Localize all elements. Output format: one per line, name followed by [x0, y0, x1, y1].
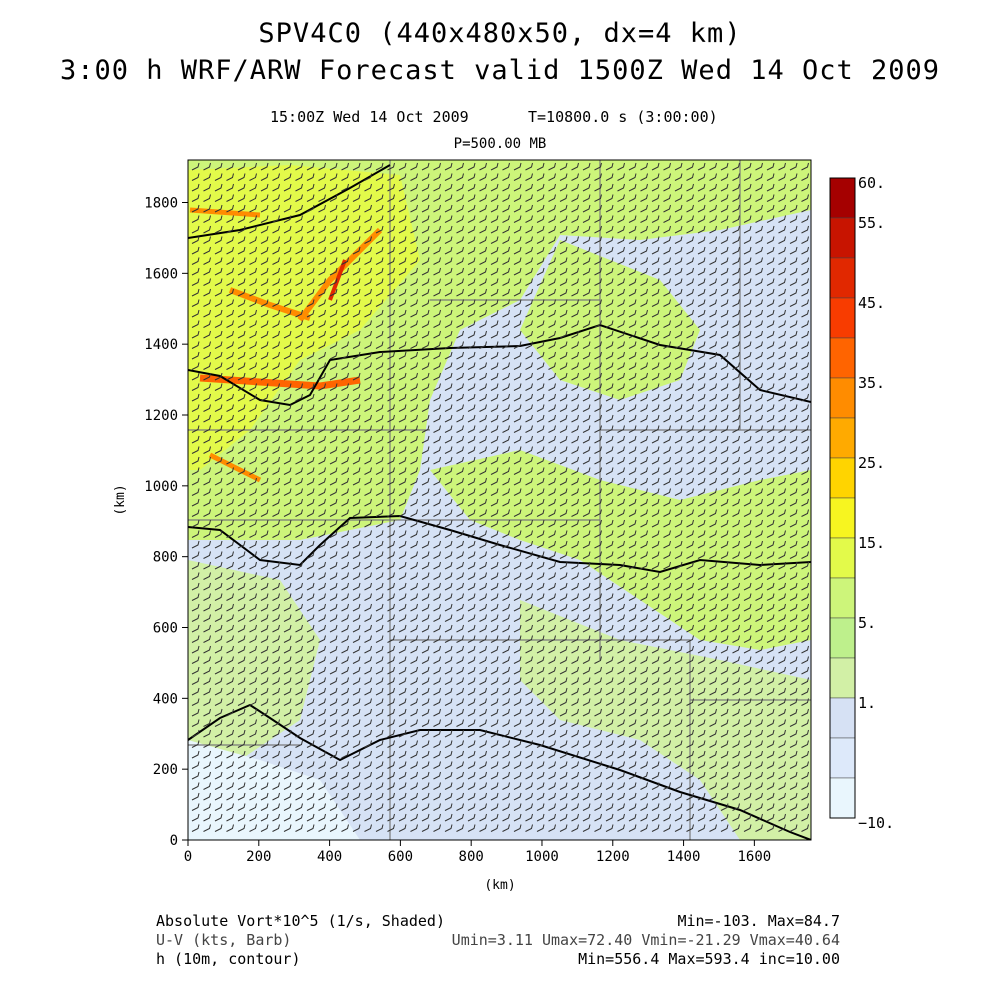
colorbar-swatch	[829, 177, 856, 219]
valid-time: 15:00Z Wed 14 Oct 2009	[270, 108, 469, 126]
height-contour-4	[188, 164, 391, 239]
colorbar-label: −10.	[858, 814, 894, 832]
y-tick-label: 600	[153, 621, 178, 637]
x-tick-label: 1600	[738, 849, 772, 865]
y-tick-label: 200	[153, 762, 178, 778]
colorbar-swatch	[829, 737, 856, 779]
pressure-level: P=500.00 MB	[453, 136, 547, 152]
height-contour-1	[188, 323, 811, 407]
contour-field-stats: Min=556.4 Max=593.4 inc=10.00	[578, 950, 840, 968]
shaded-field-label: Absolute Vort*10^5 (1/s, Shaded)	[156, 912, 445, 930]
colorbar-label: 35.	[858, 374, 885, 392]
colorbar-swatch	[829, 777, 856, 819]
title-line-2: 3:00 h WRF/ARW Forecast valid 1500Z Wed …	[59, 55, 941, 86]
height-contour-2	[188, 514, 811, 574]
x-tick-label: 0	[184, 849, 192, 865]
y-tick-label: 400	[153, 691, 178, 707]
colorbar-label: 25.	[858, 454, 885, 472]
vorticity-region-east	[520, 240, 700, 400]
colorbar-swatch	[829, 497, 856, 539]
colorbar-label: 15.	[858, 534, 885, 552]
y-tick-label: 0	[170, 833, 178, 849]
colorbar-swatch	[829, 417, 856, 459]
plot-area	[188, 160, 811, 840]
colorbar-swatch	[829, 217, 856, 259]
colorbar-swatch	[829, 577, 856, 619]
vorticity-region-southwest	[188, 740, 360, 840]
y-tick-label: 1200	[144, 408, 178, 424]
x-tick-label: 1400	[667, 849, 701, 865]
x-tick-label: 1200	[596, 849, 630, 865]
vorticity-band-6	[189, 207, 261, 218]
colorbar-swatch	[829, 617, 856, 659]
colorbar-swatch	[829, 657, 856, 699]
y-tick-label: 1000	[144, 479, 178, 495]
vorticity-band-1	[199, 374, 361, 390]
x-tick-label: 200	[246, 849, 271, 865]
colorbar-label: 5.	[858, 614, 876, 632]
colorbar-swatch	[829, 457, 856, 499]
title-line-1: SPV4C0 (440x480x50, dx=4 km)	[258, 18, 742, 49]
colorbar-label: 60.	[858, 174, 885, 192]
colorbar-swatch	[829, 297, 856, 339]
colorbar-swatch	[829, 257, 856, 299]
y-tick-label: 1400	[144, 337, 178, 353]
colorbar-swatch	[829, 337, 856, 379]
vorticity-band-3	[228, 287, 311, 321]
y-axis-label: (km)	[113, 484, 128, 515]
colorbar-swatch	[829, 377, 856, 419]
x-axis: 0 200 400 600 800 1000 1200 1400 1600	[184, 840, 771, 865]
y-tick-label: 800	[153, 550, 178, 566]
colorbar-label: 55.	[858, 214, 885, 232]
shaded-field-stats: Min=-103. Max=84.7	[677, 912, 840, 930]
plot-frame	[187, 159, 812, 841]
wind-barbs	[191, 162, 809, 832]
colorbar: 60. 55. 45. 35. 25. 15. 5. 1. −10.	[829, 174, 894, 832]
y-tick-label: 1600	[144, 266, 178, 282]
barb-field-label: U-V (kts, Barb)	[156, 931, 292, 949]
colorbar-label: 1.	[858, 694, 876, 712]
contour-field-label: h (10m, contour)	[156, 950, 301, 968]
colorbar-label: 45.	[858, 294, 885, 312]
vorticity-region-south	[520, 600, 811, 840]
y-axis: 0 200 400 600 800 1000 1200 1400 1600 1800	[144, 196, 188, 849]
x-tick-label: 1000	[525, 849, 559, 865]
x-axis-label: (km)	[484, 878, 515, 893]
colorbar-frame	[829, 177, 856, 819]
wind-barb-grid	[191, 162, 809, 832]
colorbar-swatch	[829, 697, 856, 739]
vorticity-band-4	[208, 452, 262, 483]
colorbar-swatch	[829, 537, 856, 579]
vorticity-band-5	[328, 259, 347, 301]
x-tick-label: 600	[388, 849, 413, 865]
barb-field-stats: Umin=3.11 Umax=72.40 Vmin=-21.29 Vmax=40…	[451, 931, 840, 949]
model-time: T=10800.0 s (3:00:00)	[528, 108, 718, 126]
x-tick-label: 400	[317, 849, 342, 865]
y-tick-label: 1800	[144, 196, 178, 212]
x-tick-label: 800	[459, 849, 484, 865]
